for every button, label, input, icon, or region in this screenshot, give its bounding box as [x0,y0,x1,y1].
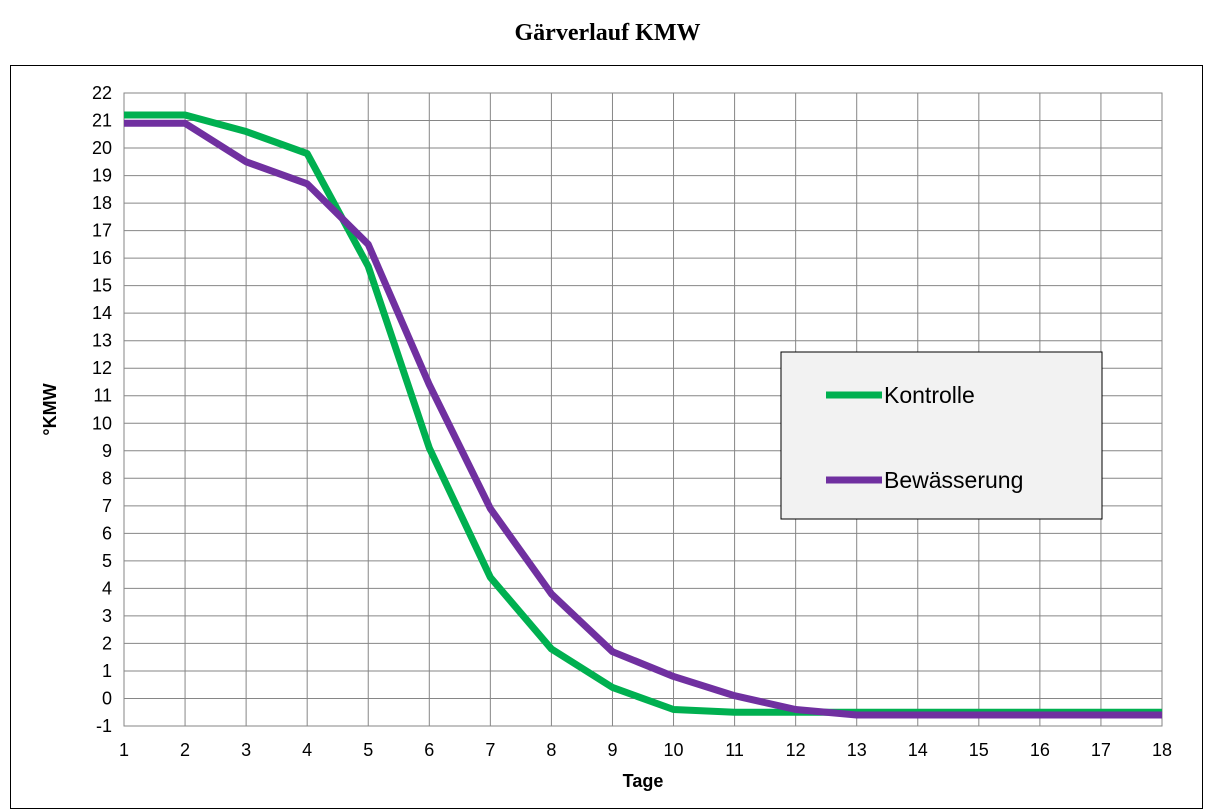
x-tick-label: 5 [363,740,373,760]
y-tick-label: 5 [102,551,112,571]
series-line-bewässerung [124,119,1162,719]
x-tick-label: 16 [1030,740,1050,760]
y-tick-label: 15 [92,276,112,296]
y-tick-label: 19 [92,166,112,186]
x-axis-ticks: 1 2 3 4 5 6 7 8 9 10 11 12 13 14 15 16 17 18 [119,740,1172,760]
y-tick-label: 14 [92,303,112,323]
y-tick-label: 4 [102,578,112,598]
y-tick-label: 3 [102,606,112,626]
y-tick-label: 12 [92,358,112,378]
series-lines [124,111,1162,719]
legend-label: Kontrolle [884,382,975,408]
x-tick-label: 8 [546,740,556,760]
y-tick-label: 7 [102,496,112,516]
y-tick-label: 10 [92,413,112,433]
x-tick-label: 17 [1091,740,1111,760]
x-axis-label: Tage [623,771,664,791]
y-axis-label: °KMW [40,383,60,435]
x-tick-label: 3 [241,740,251,760]
y-tick-label: 22 [92,83,112,103]
x-tick-label: 13 [847,740,867,760]
y-tick-label: 17 [92,221,112,241]
y-tick-label: 20 [92,138,112,158]
y-tick-label: 0 [102,688,112,708]
x-tick-label: 4 [302,740,312,760]
y-tick-label: -1 [96,716,112,736]
x-tick-label: 7 [485,740,495,760]
x-tick-label: 6 [424,740,434,760]
legend-box [780,351,1103,520]
x-tick-label: 14 [908,740,928,760]
x-tick-label: 1 [119,740,129,760]
y-tick-label: 1 [102,661,112,681]
y-tick-label: 13 [92,331,112,351]
chart-title: Gärverlauf KMW [514,20,701,46]
x-tick-label: 15 [969,740,989,760]
x-tick-label: 12 [786,740,806,760]
y-tick-label: 16 [92,248,112,268]
x-tick-label: 18 [1152,740,1172,760]
legend-label: Bewässerung [884,467,1023,493]
plot-border [123,92,1163,727]
x-tick-label: 2 [180,740,190,760]
x-tick-label: 9 [607,740,617,760]
x-tick-label: 10 [664,740,684,760]
y-tick-label: 2 [102,633,112,653]
chart-area [10,65,1203,809]
y-tick-label: 8 [102,468,112,488]
y-tick-label: 21 [92,111,112,131]
y-tick-label: 11 [93,386,112,406]
y-tick-label: 18 [92,193,112,213]
y-tick-label: 6 [102,523,112,543]
y-tick-label: 9 [102,441,112,461]
x-tick-label: 11 [725,740,744,760]
legend: Kontrolle Bewässerung [780,351,1103,520]
